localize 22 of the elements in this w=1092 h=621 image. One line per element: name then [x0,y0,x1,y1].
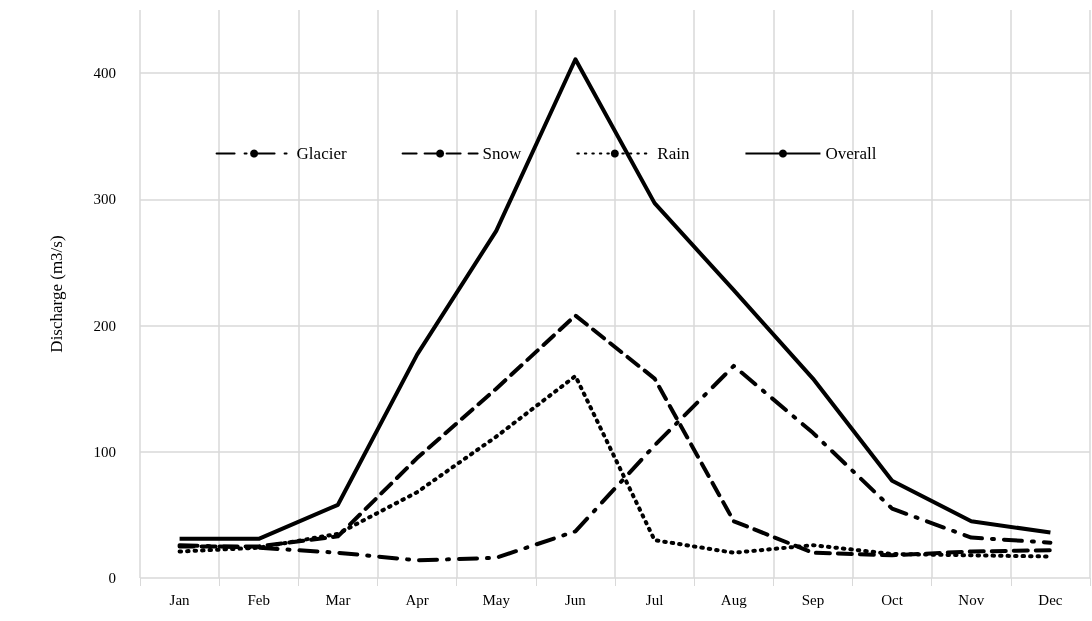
x-tick-label: Nov [958,591,985,608]
y-tick-label: 200 [93,317,116,334]
y-tick-label: 100 [93,443,116,460]
x-tick-label: Mar [325,591,351,608]
legend-label: Overall [825,144,877,163]
x-tick-label: Aug [720,591,748,608]
y-tick-label: 0 [108,570,116,586]
x-tick-label: Jun [564,591,587,608]
x-tick-label: Apr [405,591,429,608]
y-tick-label: 300 [93,191,116,208]
legend-label: Snow [482,144,523,163]
x-tick-label: Jan [169,591,191,608]
y-axis-title: Discharge (m3/s) [47,235,66,353]
x-tick-label: May [482,591,511,608]
legend-label: Glacier [296,144,347,163]
x-tick-label: Sep [801,591,825,608]
legend-label: Rain [657,144,690,163]
x-tick-label: Feb [247,591,270,608]
y-tick-label: 400 [93,65,116,82]
x-tick-label: Jul [645,591,664,608]
x-tick-label: Dec [1038,591,1063,608]
x-tick-label: Oct [881,591,904,608]
